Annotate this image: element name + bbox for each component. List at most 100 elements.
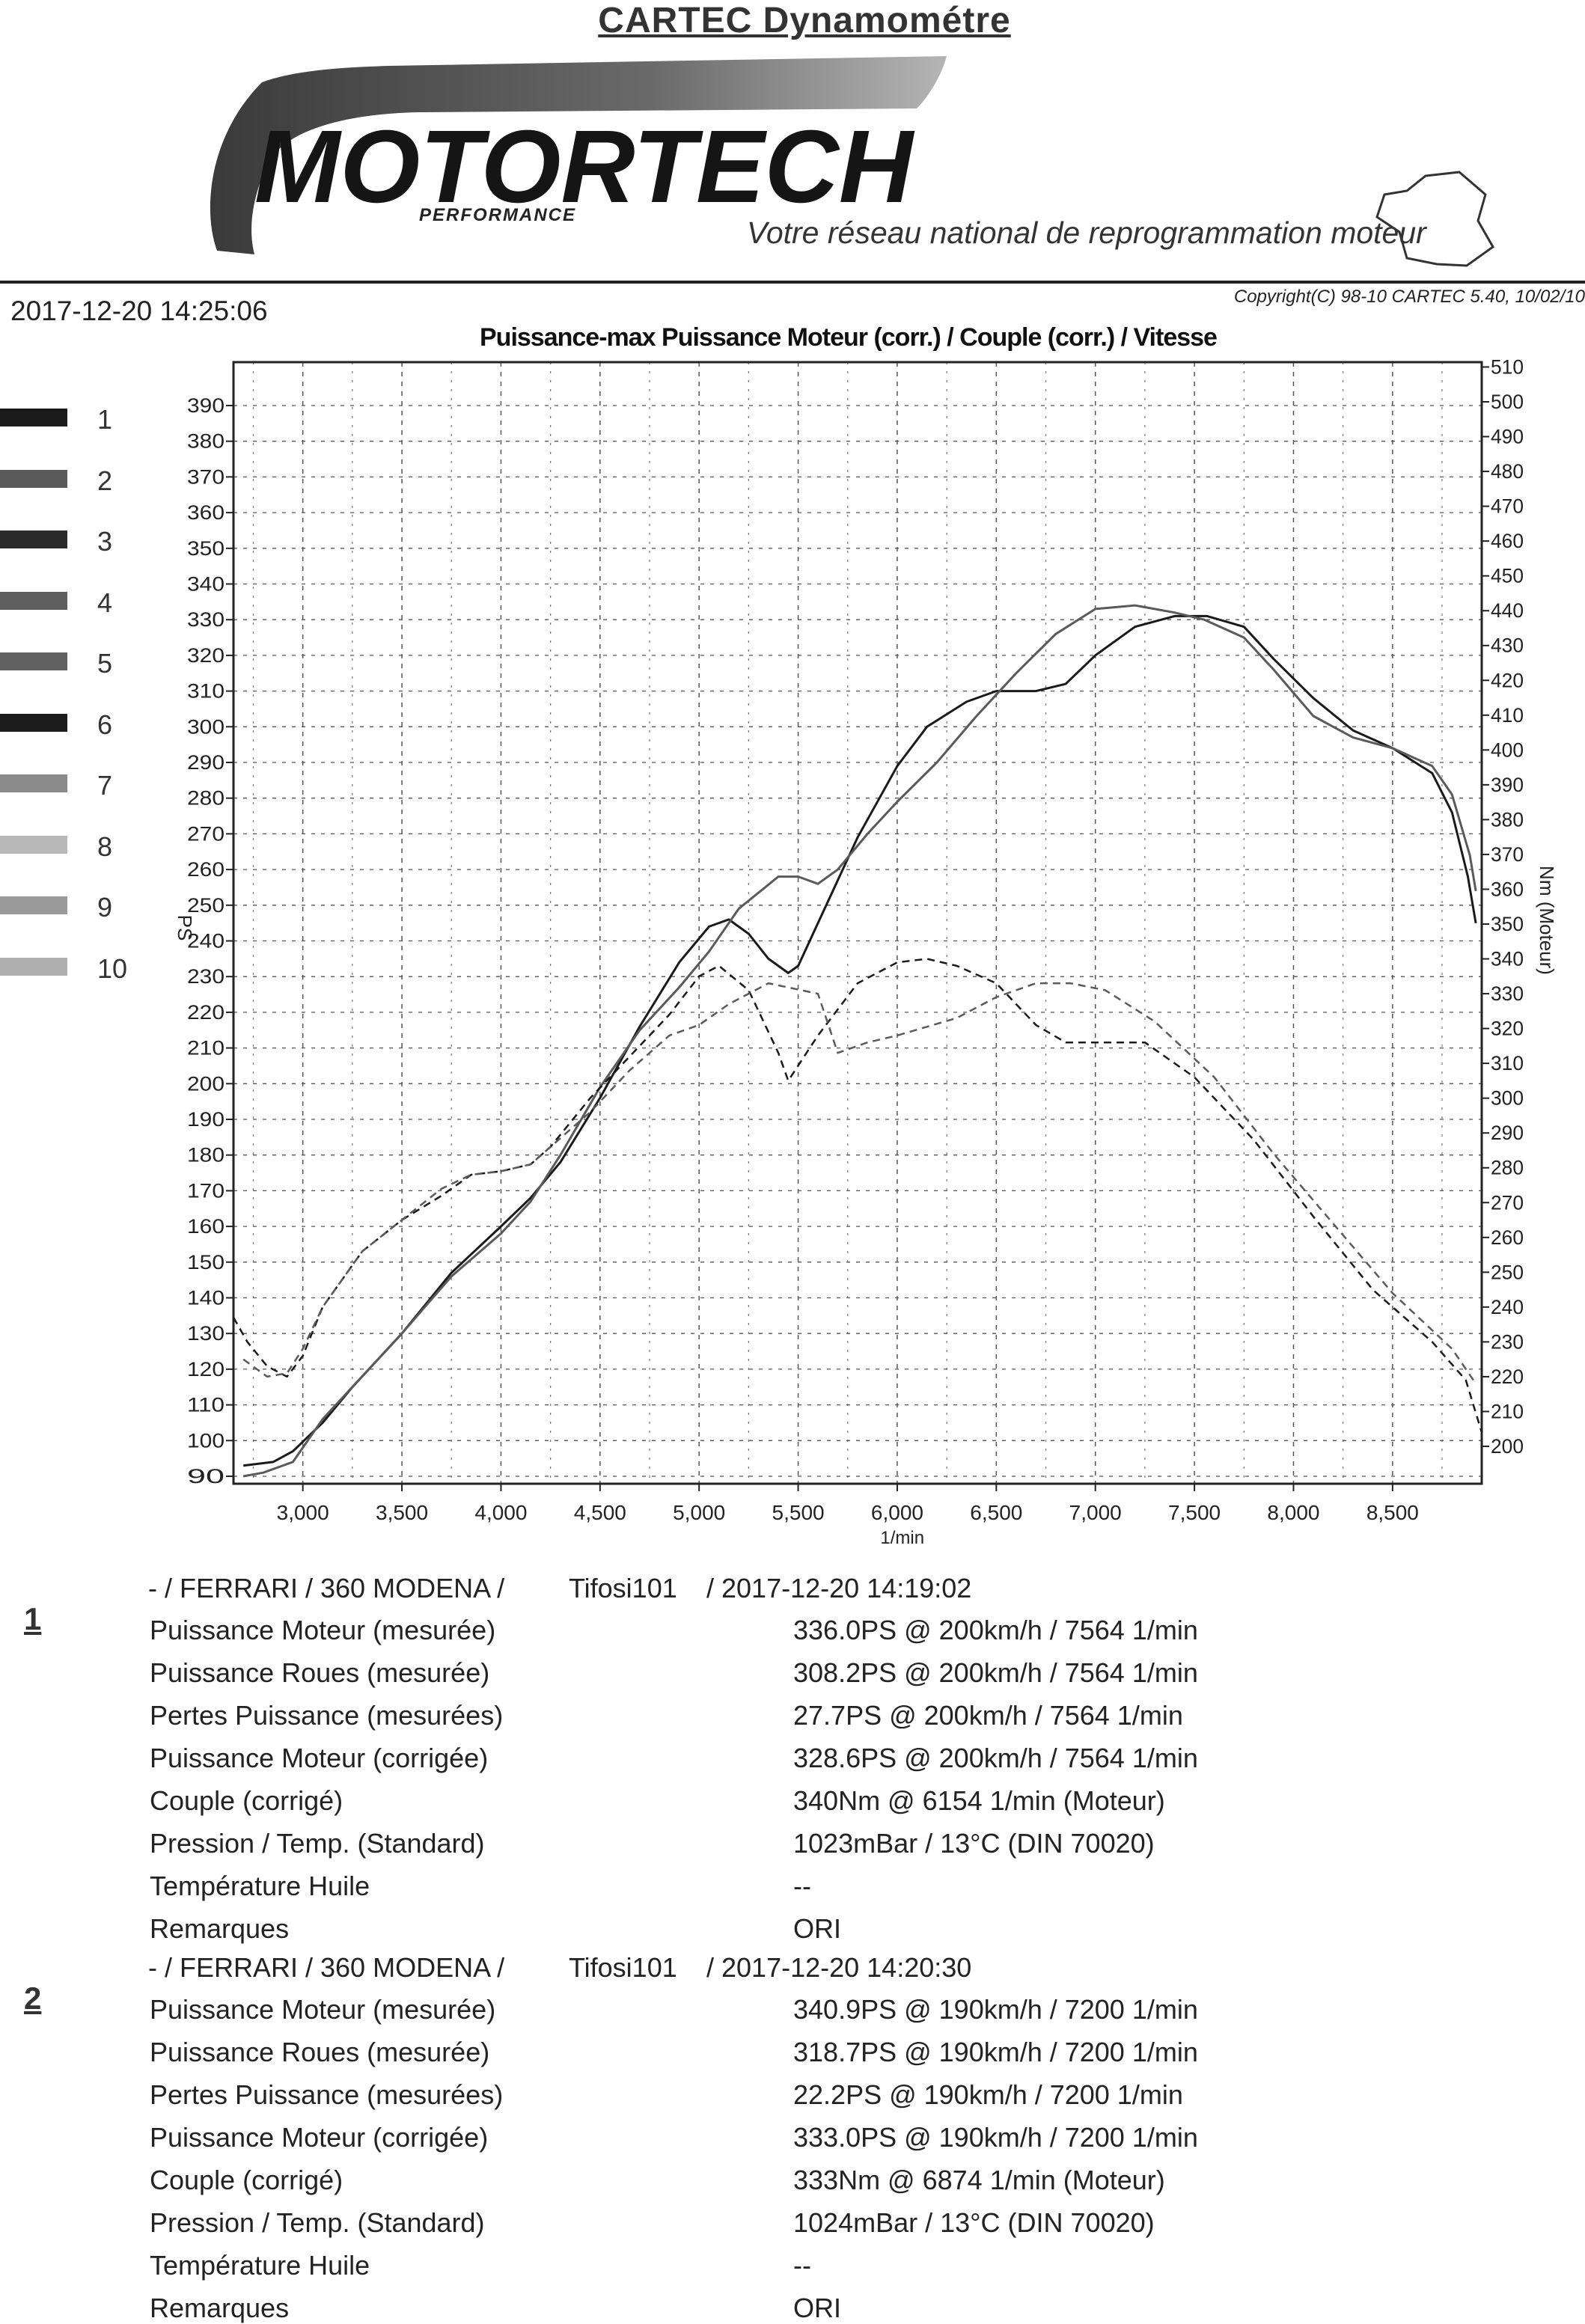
run-row-value: 340Nm @ 6154 1/min (Moteur) xyxy=(793,1785,1165,1816)
y-right-tick-label: 320 xyxy=(1491,1018,1524,1040)
y-right-tick-label: 380 xyxy=(1491,808,1524,831)
y-right-tick-label: 220 xyxy=(1491,1366,1524,1388)
legend-swatch xyxy=(0,713,67,732)
y-right-tick-label: 390 xyxy=(1491,774,1524,796)
y-left-tick-label: 330 xyxy=(187,608,225,631)
logo-wordmark: MOTORTECH xyxy=(254,109,915,224)
y-left-tick-label: 300 xyxy=(187,715,225,738)
legend-swatch xyxy=(0,409,67,426)
run-row-value: 336.0PS @ 200km/h / 7564 1/min xyxy=(793,1615,1198,1645)
legend-label: 2 xyxy=(97,465,113,496)
y-left-tick-label: 390 xyxy=(187,394,225,417)
y-left-tick-label: 350 xyxy=(187,537,225,560)
y-left-tick-label: 340 xyxy=(187,573,225,596)
y-left-tick-label: 250 xyxy=(187,894,225,917)
x-tick-label: 6,500 xyxy=(970,1501,1022,1524)
tagline: Votre réseau national de reprogrammation… xyxy=(747,215,1426,250)
y-right-tick-label: 490 xyxy=(1491,426,1524,448)
y-right-tick-label: 270 xyxy=(1491,1191,1524,1214)
run-row-label: Pression / Temp. (Standard) xyxy=(150,1828,485,1859)
run-row-label: Pression / Temp. (Standard) xyxy=(150,2207,485,2238)
legend-swatch xyxy=(0,774,67,792)
run-row-label: Pertes Puissance (mesurées) xyxy=(150,2079,504,2110)
legend-label: 1 xyxy=(97,404,113,435)
y-left-tick-label: 290 xyxy=(187,751,225,774)
y-right-tick-label: 330 xyxy=(1491,982,1524,1005)
y-right-tick-label: 240 xyxy=(1491,1296,1524,1318)
copyright-note: Copyright(C) 98-10 CARTEC 5.40, 10/02/10 xyxy=(1233,287,1585,307)
run-row-value: 333.0PS @ 190km/h / 7200 1/min xyxy=(793,2122,1198,2153)
y-left-tick-label: 280 xyxy=(187,787,225,810)
motortech-logo: MOTORTECH PERFORMANCE xyxy=(210,56,947,254)
y-left-axis-label: PS xyxy=(174,915,196,941)
run-row-label: Température Huile xyxy=(150,2250,370,2281)
run-row-value: 308.2PS @ 200km/h / 7564 1/min xyxy=(793,1657,1198,1688)
y-left-tick-label: 180 xyxy=(187,1144,225,1166)
legend-swatch xyxy=(0,530,67,548)
run-row-value: ORI xyxy=(793,1913,842,1944)
run-row-value: ORI xyxy=(793,2293,842,2323)
run-date: / 2017-12-20 14:20:30 xyxy=(706,1952,972,1983)
legend-label: 3 xyxy=(97,526,113,557)
run-row-value: -- xyxy=(793,2250,811,2281)
logo-swoosh xyxy=(210,56,947,254)
run-row-label: Couple (corrigé) xyxy=(150,2165,343,2195)
legend-label: 4 xyxy=(97,587,113,618)
y-right-tick-label: 420 xyxy=(1491,669,1524,691)
torque-series-line-2 xyxy=(242,982,1477,1384)
x-tick-label: 3,000 xyxy=(277,1501,329,1524)
y-right-tick-label: 370 xyxy=(1491,843,1524,866)
run-row-value: 328.6PS @ 200km/h / 7564 1/min xyxy=(793,1743,1198,1773)
plot-frame xyxy=(232,361,1483,1485)
legend-label: 8 xyxy=(97,831,113,862)
y-left-tick-label: 270 xyxy=(187,822,225,845)
run-row-label: Remarques xyxy=(150,2293,290,2323)
y-left-tick-label: 260 xyxy=(187,858,225,881)
y-left-tick-label: 100 xyxy=(187,1429,225,1452)
legend-label: 7 xyxy=(97,770,113,801)
y-left-tick-label: 240 xyxy=(187,930,225,952)
x-tick-label: 7,500 xyxy=(1168,1501,1221,1524)
y-right-tick-label: 470 xyxy=(1491,495,1524,518)
y-left-tick-label: 110 xyxy=(187,1394,225,1416)
y-left-tick-label: 320 xyxy=(187,644,225,667)
run-row-label: Puissance Roues (mesurée) xyxy=(150,2037,490,2067)
run-row-value: 1023mBar / 13°C (DIN 70020) xyxy=(793,1828,1155,1859)
y-left-tick-label: 210 xyxy=(187,1037,225,1059)
y-left-tick-label: 170 xyxy=(187,1179,225,1202)
legend-swatch xyxy=(0,957,67,976)
power-series-line-2 xyxy=(242,604,1477,1478)
y-right-tick-label: 450 xyxy=(1491,565,1524,587)
y-right-tick-label: 460 xyxy=(1491,530,1524,552)
x-tick-label: 3,500 xyxy=(376,1501,428,1524)
x-tick-label: 8,500 xyxy=(1366,1501,1419,1524)
run-row-label: Puissance Moteur (mesurée) xyxy=(150,1615,496,1645)
power-series-line-1 xyxy=(243,614,1477,1467)
x-tick-label: 4,500 xyxy=(574,1501,626,1524)
run-row-label: Couple (corrigé) xyxy=(150,1785,343,1816)
run-user: Tifosi101 xyxy=(569,1573,677,1603)
chart-title: Puissance-max Puissance Moteur (corr.) /… xyxy=(480,323,1218,352)
run-row-label: Puissance Moteur (corrigée) xyxy=(150,1743,489,1773)
run-row-label: Température Huile xyxy=(150,1871,370,1901)
y-right-tick-label: 340 xyxy=(1491,948,1524,970)
run-row-value: -- xyxy=(793,1871,811,1901)
x-tick-label: 7,000 xyxy=(1069,1501,1122,1524)
run-number: 2 xyxy=(24,1981,42,2016)
y-left-tick-label: 360 xyxy=(187,501,225,524)
document-title: CARTEC Dynamométre xyxy=(598,1,1011,40)
y-right-axis-label: Nm (Moteur) xyxy=(1536,866,1558,975)
run-vehicle: - / FERRARI / 360 MODENA / xyxy=(148,1952,505,1983)
y-right-tick-label: 400 xyxy=(1491,739,1524,761)
y-right-tick-label: 300 xyxy=(1491,1087,1524,1110)
legend-swatch xyxy=(0,835,67,854)
y-left-tick-label: 380 xyxy=(187,430,225,453)
run-row-label: Puissance Roues (mesurée) xyxy=(150,1657,490,1688)
torque-series-line-1 xyxy=(232,958,1483,1433)
y-right-tick-label: 260 xyxy=(1491,1226,1524,1249)
dyno-chart: 3,000 3,500 4,000 4,500 5,000 5,500 6,000 6,500… xyxy=(174,355,1558,1548)
y-right-tick-label: 290 xyxy=(1491,1122,1524,1144)
x-tick-label: 5,500 xyxy=(772,1501,825,1524)
y-left-tick-label: 160 xyxy=(187,1215,225,1238)
x-axis-label: 1/min xyxy=(880,1528,924,1548)
